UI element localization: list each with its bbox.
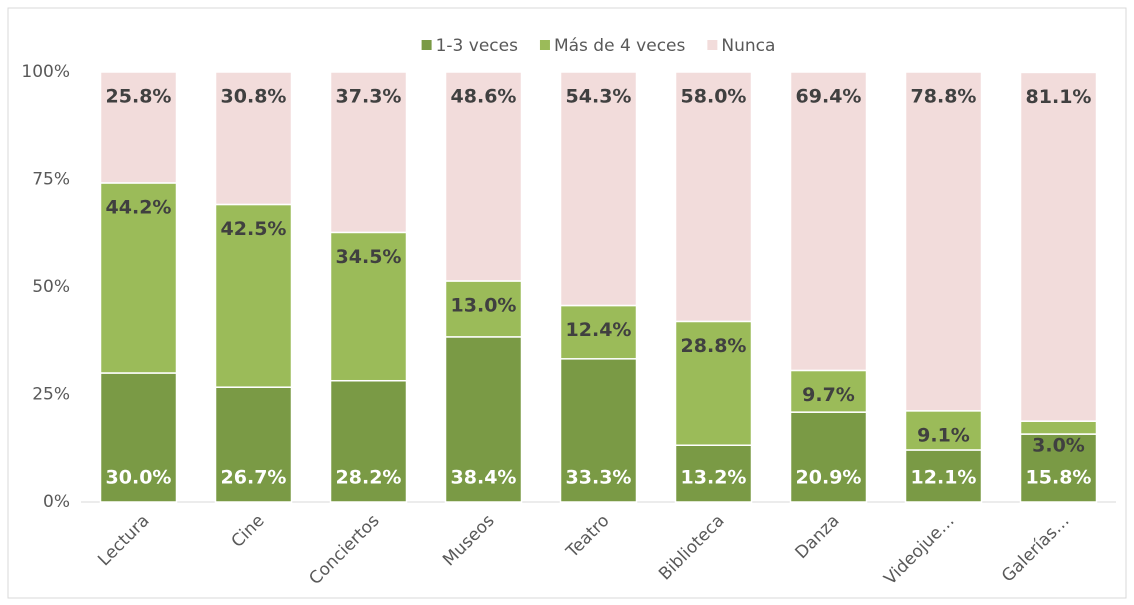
bar-segment — [99, 71, 178, 184]
bar-segment — [444, 280, 523, 338]
bar-segment — [904, 449, 983, 503]
y-tick-label: 50% — [32, 277, 70, 297]
data-label: 13.0% — [451, 294, 517, 316]
bar-segment — [904, 410, 983, 451]
legend-swatch — [421, 40, 432, 50]
bar-segment — [674, 444, 753, 503]
bar-segment — [1019, 71, 1098, 422]
data-label: 34.5% — [336, 246, 402, 268]
legend-swatch — [707, 40, 718, 50]
data-label: 69.4% — [796, 86, 862, 108]
bar-segment — [214, 203, 293, 388]
data-label: 58.0% — [681, 86, 747, 108]
y-tick-label: 0% — [43, 492, 70, 512]
data-label: 3.0% — [1032, 435, 1085, 457]
bar-segment — [904, 71, 983, 412]
bar-segment — [674, 71, 753, 323]
bar-segment — [1019, 433, 1098, 503]
data-label: 37.3% — [336, 86, 402, 108]
data-label: 25.8% — [106, 86, 172, 108]
bar-segment — [1019, 420, 1098, 435]
legend-label: 1-3 veces — [436, 36, 518, 56]
data-label: 54.3% — [566, 86, 632, 108]
data-label: 42.5% — [221, 218, 287, 240]
legend-swatch — [539, 40, 550, 50]
bar-segment — [789, 71, 868, 372]
bar-segment — [329, 231, 408, 382]
legend-label: Más de 4 veces — [554, 36, 686, 56]
bar-segment — [329, 71, 408, 234]
legend-label: Nunca — [721, 36, 775, 56]
bar-segment — [559, 304, 638, 360]
bar-segment — [444, 71, 523, 282]
data-label: 44.2% — [106, 196, 172, 218]
data-label: 26.7% — [221, 467, 287, 489]
data-label: 38.4% — [451, 467, 517, 489]
y-tick-label: 100% — [21, 62, 70, 82]
data-label: 33.3% — [566, 467, 632, 489]
data-label: 13.2% — [681, 467, 747, 489]
data-label: 9.1% — [917, 424, 970, 446]
bar-segment — [214, 71, 293, 206]
data-label: 12.1% — [911, 467, 977, 489]
bar-segment — [559, 71, 638, 307]
bar-segment — [214, 386, 293, 503]
data-label: 30.0% — [106, 467, 172, 489]
y-tick-label: 75% — [32, 170, 70, 190]
data-label: 9.7% — [802, 384, 855, 406]
data-label: 12.4% — [566, 319, 632, 341]
bar-segment — [99, 372, 178, 503]
bar-segment — [559, 358, 638, 503]
y-tick-label: 25% — [32, 385, 70, 405]
data-label: 28.2% — [336, 467, 402, 489]
bar-segment — [329, 379, 408, 503]
data-label: 30.8% — [221, 86, 287, 108]
bar-segment — [444, 336, 523, 503]
data-label: 20.9% — [796, 467, 862, 489]
data-label: 81.1% — [1026, 86, 1092, 108]
data-label: 48.6% — [451, 86, 517, 108]
bar-segment — [789, 411, 868, 503]
data-label: 15.8% — [1026, 467, 1092, 489]
data-label: 78.8% — [911, 86, 977, 108]
data-label: 28.8% — [681, 335, 747, 357]
bar-segment — [789, 369, 868, 413]
